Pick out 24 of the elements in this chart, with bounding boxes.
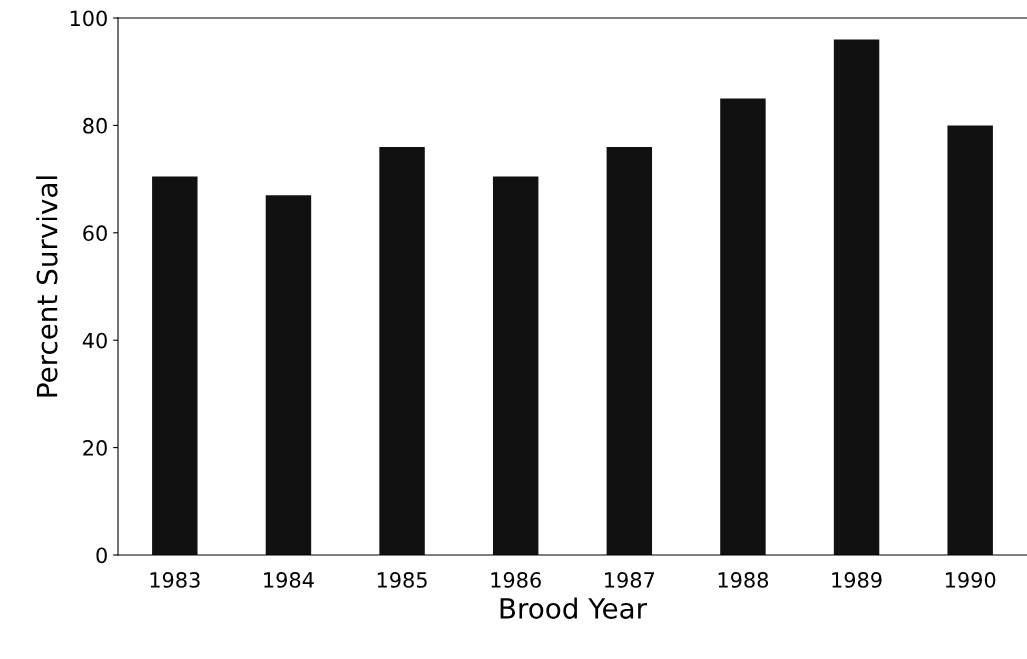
- x-tick-label: 1990: [945, 572, 996, 588]
- y-tick-label: 40: [82, 332, 107, 349]
- y-tick-label: 20: [83, 440, 107, 456]
- bar: [833, 39, 880, 555]
- bar: [492, 176, 539, 555]
- x-axis-title: Brood Year: [500, 597, 648, 619]
- x-tick-label: 1987: [605, 572, 655, 588]
- y-tick-label: 60: [83, 225, 107, 242]
- y-axis-title: Percent Survival: [36, 176, 58, 397]
- x-tick-label: 1984: [264, 572, 314, 588]
- y-tick-label: 100: [70, 10, 107, 27]
- bar: [720, 98, 766, 555]
- bar: [379, 146, 425, 555]
- x-tick-label: 1989: [832, 572, 882, 588]
- y-tick-label: 0: [96, 547, 107, 564]
- x-tick-label: 1986: [491, 572, 541, 588]
- bar: [152, 176, 198, 555]
- x-tick-label: 1985: [377, 572, 427, 588]
- bar: [265, 195, 312, 555]
- x-tick-label: 1988: [718, 572, 769, 588]
- y-tick-label: 80: [83, 117, 107, 134]
- x-tick-label: 1983: [150, 572, 200, 588]
- bar: [947, 125, 993, 555]
- bar: [606, 146, 653, 555]
